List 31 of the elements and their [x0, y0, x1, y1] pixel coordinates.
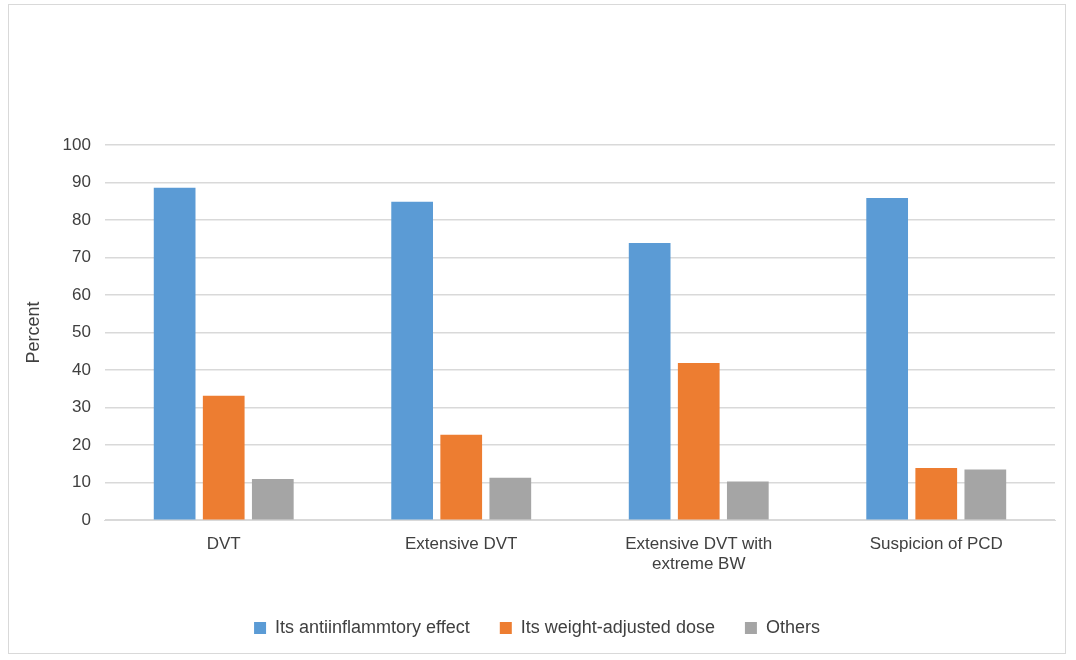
- y-tick-label: 30: [72, 397, 91, 417]
- y-tick-label: 90: [72, 172, 91, 192]
- bar: [915, 468, 958, 520]
- bar: [677, 362, 720, 520]
- y-tick-label: 0: [81, 509, 91, 529]
- y-tick-label: 10: [72, 472, 91, 492]
- bar: [726, 481, 769, 520]
- bar: [391, 201, 433, 520]
- y-tick-label: 70: [72, 247, 91, 267]
- bar: [440, 434, 483, 520]
- legend-label: Its antiinflammtory effect: [275, 616, 470, 637]
- bar: [489, 477, 532, 520]
- y-axis-title: Percent: [22, 301, 43, 364]
- y-tick-label: 100: [62, 134, 91, 154]
- x-tick-label: Extensive DVT: [405, 534, 518, 554]
- y-tick-label: 60: [72, 284, 91, 304]
- bar: [153, 187, 196, 520]
- bar: [866, 197, 909, 520]
- bar: [964, 469, 1007, 520]
- legend-label: Others: [765, 616, 820, 637]
- x-tick-label: DVT: [206, 534, 241, 554]
- x-tick-label: Suspicion of PCD: [869, 534, 1003, 554]
- y-tick-label: 40: [72, 359, 91, 379]
- bar: [628, 242, 671, 520]
- y-tick-label: 20: [72, 434, 91, 454]
- x-tick-label: Extensive DVT with extreme BW: [625, 534, 773, 574]
- y-tick-label: 50: [72, 322, 91, 342]
- legend-label: Its weight-adjusted dose: [520, 616, 715, 637]
- bar: [251, 478, 294, 520]
- bar: [202, 395, 245, 520]
- y-tick-label: 80: [72, 209, 91, 229]
